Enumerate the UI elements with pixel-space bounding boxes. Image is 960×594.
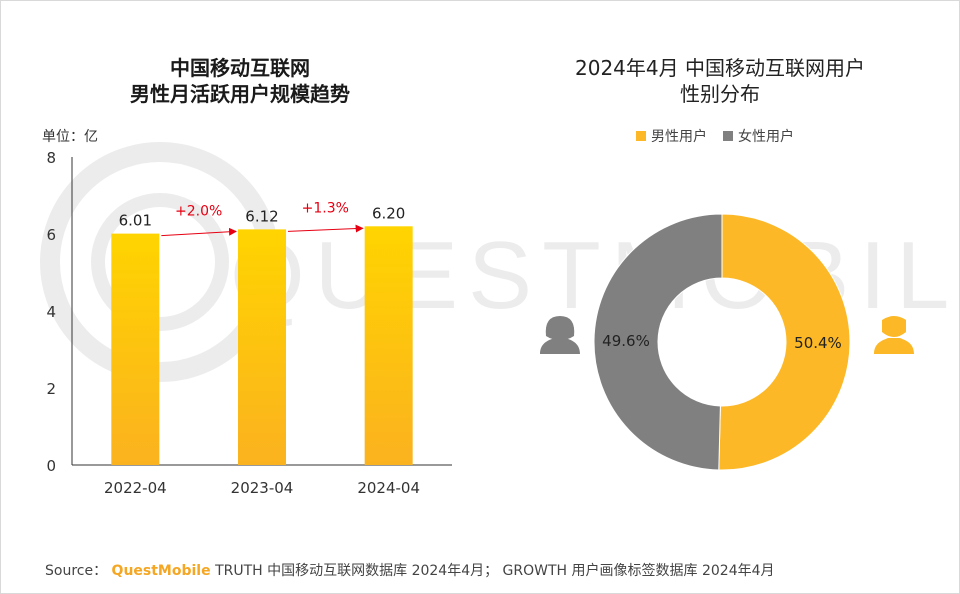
legend-swatch-female <box>723 131 733 141</box>
bar-chart-title: 中国移动互联网 男性月活跃用户规模趋势 <box>60 55 420 107</box>
legend-label-male: 男性用户 <box>651 129 707 145</box>
donut-value-label: 50.4% <box>794 334 842 352</box>
y-tick-label: 0 <box>46 457 56 475</box>
bar-value-label: 6.12 <box>245 207 278 225</box>
female-user-icon <box>540 316 580 354</box>
legend-label-female: 女性用户 <box>738 129 794 145</box>
legend-swatch-male <box>636 131 646 141</box>
pie-chart-title-line2: 性别分布 <box>680 82 760 106</box>
growth-label: +2.0% <box>175 203 222 219</box>
bar-value-label: 6.20 <box>372 204 405 222</box>
legend-item-female: 女性用户 <box>723 126 794 146</box>
bar <box>364 226 413 465</box>
male-user-icon <box>874 316 914 354</box>
y-tick-label: 8 <box>46 149 56 167</box>
donut-value-label: 49.6% <box>602 332 650 350</box>
x-tick-label: 2022-04 <box>104 479 167 497</box>
bar <box>111 233 160 465</box>
growth-arrow <box>161 227 237 237</box>
source-prefix: Source： <box>45 563 108 579</box>
y-tick-label: 4 <box>46 303 56 321</box>
source-text: TRUTH 中国移动互联网数据库 2024年4月； GROWTH 用户画像标签数… <box>215 563 775 579</box>
bar-chart-title-line1: 中国移动互联网 <box>170 56 310 80</box>
pie-chart-title: 2024年4月 中国移动互联网用户 性别分布 <box>520 55 920 107</box>
donut-slice <box>718 213 851 471</box>
bar-value-label: 6.01 <box>119 212 152 230</box>
x-tick-label: 2023-04 <box>231 479 294 497</box>
donut-slice <box>593 213 723 471</box>
bar-chart-title-line2: 男性月活跃用户规模趋势 <box>130 82 350 106</box>
unit-label: 单位：亿 <box>42 129 98 145</box>
legend-item-male: 男性用户 <box>636 126 707 146</box>
growth-label: +1.3% <box>302 200 349 216</box>
y-tick-label: 6 <box>46 226 56 244</box>
bar <box>238 229 286 465</box>
source-brand: QuestMobile <box>111 563 211 579</box>
pie-chart-title-line1: 2024年4月 中国移动互联网用户 <box>575 56 865 80</box>
watermark-text: QUESTMOBILE <box>230 222 960 329</box>
pie-legend: 男性用户 女性用户 <box>636 126 794 146</box>
source-line: Source： QuestMobile TRUTH 中国移动互联网数据库 202… <box>45 560 775 580</box>
x-tick-label: 2024-04 <box>357 479 420 497</box>
growth-arrow <box>287 224 364 233</box>
y-tick-label: 2 <box>46 380 56 398</box>
